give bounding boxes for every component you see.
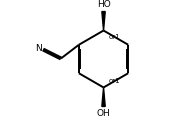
Text: HO: HO [97,0,110,9]
Text: or1: or1 [108,34,120,40]
Polygon shape [102,87,105,106]
Text: or1: or1 [108,78,120,84]
Text: OH: OH [97,109,110,118]
Polygon shape [102,12,105,31]
Text: N: N [35,44,42,53]
